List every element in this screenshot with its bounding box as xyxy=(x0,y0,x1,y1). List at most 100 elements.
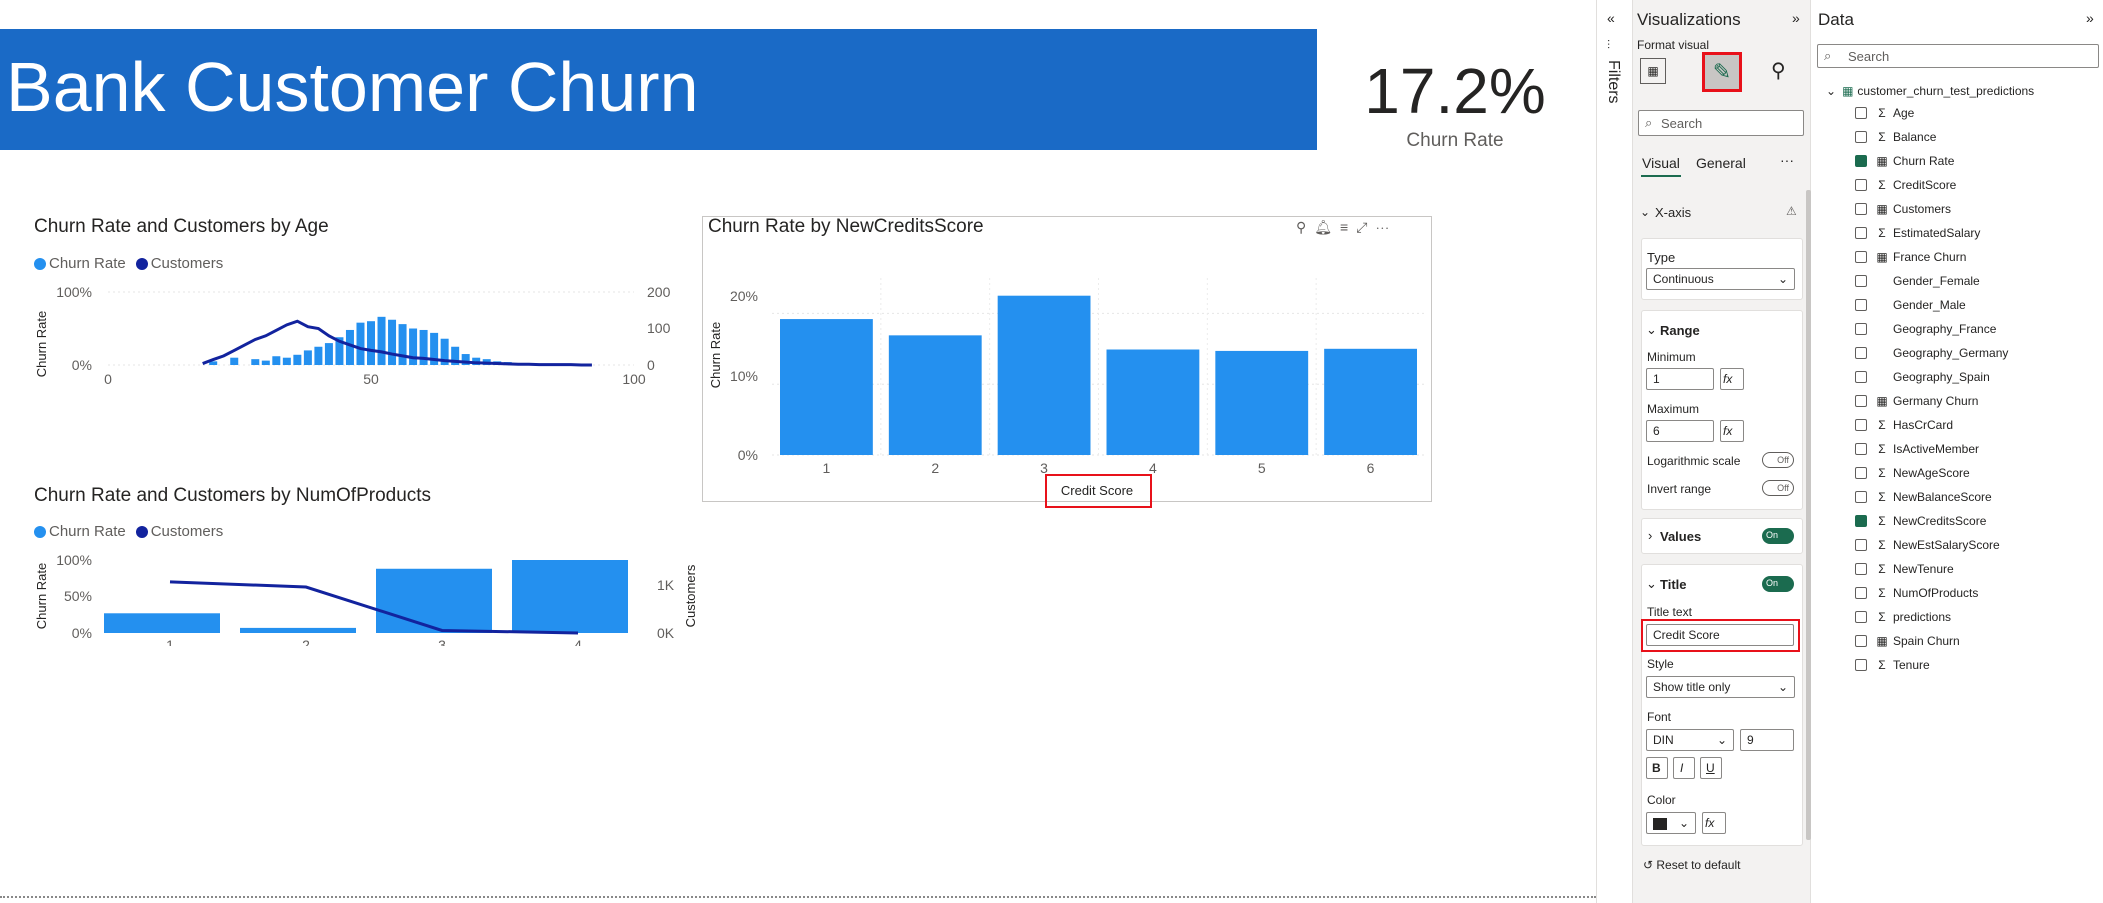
age-bar[interactable] xyxy=(282,357,291,365)
pin-icon[interactable]: ⚲ xyxy=(1296,219,1315,235)
field-checkbox[interactable] xyxy=(1855,395,1867,407)
tab-visual[interactable]: Visual xyxy=(1642,155,1680,171)
values-toggle[interactable]: On xyxy=(1762,528,1794,544)
xaxis-section-header[interactable]: X-axis xyxy=(1655,205,1692,220)
legend-churn-rate[interactable]: Churn Rate xyxy=(34,523,126,540)
field-isactivemember[interactable]: Σ IsActiveMember xyxy=(1855,442,1979,456)
title-text-input[interactable]: Credit Score xyxy=(1646,624,1794,646)
field-newbalancescore[interactable]: Σ NewBalanceScore xyxy=(1855,490,1992,504)
table-node[interactable]: ⌄ ▦ customer_churn_test_predictions xyxy=(1826,84,2034,98)
field-newagescore[interactable]: Σ NewAgeScore xyxy=(1855,466,1970,480)
field-gender-female[interactable]: Gender_Female xyxy=(1855,274,1980,288)
age-bar[interactable] xyxy=(251,359,260,365)
tab-general[interactable]: General xyxy=(1696,155,1746,171)
font-family-select[interactable]: DIN ⌄ xyxy=(1646,729,1734,751)
age-bar[interactable] xyxy=(377,316,386,365)
field-checkbox[interactable] xyxy=(1855,539,1867,551)
field-checkbox[interactable] xyxy=(1855,347,1867,359)
age-bar[interactable] xyxy=(314,346,323,365)
age-bar[interactable] xyxy=(461,354,470,365)
age-bar[interactable] xyxy=(324,343,333,365)
credit-bar[interactable] xyxy=(1324,348,1417,455)
credit-bar[interactable] xyxy=(888,335,982,455)
products-bar[interactable] xyxy=(240,627,356,633)
age-bar[interactable] xyxy=(345,329,354,365)
field-checkbox[interactable] xyxy=(1855,323,1867,335)
viz-search-input[interactable]: ⌕ Search xyxy=(1638,110,1804,136)
credit-chart-selection-frame[interactable] xyxy=(702,216,1432,502)
kpi-churn-rate-value[interactable]: 17.2% xyxy=(1364,55,1546,127)
filters-label[interactable]: Filters xyxy=(1605,60,1622,104)
field-checkbox[interactable] xyxy=(1855,419,1867,431)
range-section-header[interactable]: Range xyxy=(1660,323,1700,338)
field-checkbox[interactable] xyxy=(1855,563,1867,575)
field-checkbox[interactable] xyxy=(1855,275,1867,287)
format-visual-icon[interactable]: ✎ xyxy=(1702,52,1742,92)
credit-chart[interactable]: Churn Rate 20% 10% 0% 1 2 3 4 5 6 Credit Scor… xyxy=(680,250,1440,500)
credit-bar[interactable] xyxy=(1106,349,1200,455)
field-spain-churn[interactable]: ▦ Spain Churn xyxy=(1855,634,1960,648)
expand-right-icon[interactable]: » xyxy=(2086,10,2094,26)
chevron-down-icon[interactable]: ⌄ xyxy=(1646,576,1657,591)
field-germany-churn[interactable]: ▦ Germany Churn xyxy=(1855,394,1978,408)
field-checkbox[interactable] xyxy=(1855,635,1867,647)
age-bar[interactable] xyxy=(293,354,302,365)
expand-right-icon[interactable]: » xyxy=(1792,10,1800,26)
data-search-input[interactable]: ⌕ Search xyxy=(1817,44,2099,68)
reset-to-default-link[interactable]: ↺ Reset to default xyxy=(1643,858,1741,872)
filter-icon[interactable]: ≡ xyxy=(1340,219,1357,235)
field-geography-france[interactable]: Geography_France xyxy=(1855,322,1996,336)
legend-customers[interactable]: Customers xyxy=(135,255,223,272)
field-checkbox[interactable] xyxy=(1855,251,1867,263)
chevron-right-icon[interactable]: › xyxy=(1648,528,1653,543)
title-toggle[interactable]: On xyxy=(1762,576,1794,592)
field-checkbox[interactable] xyxy=(1855,587,1867,599)
color-picker[interactable]: ⌄ xyxy=(1646,812,1696,834)
age-bar[interactable] xyxy=(230,357,239,365)
age-bar[interactable] xyxy=(303,350,312,365)
age-customers-line[interactable] xyxy=(202,319,592,367)
field-checkbox[interactable] xyxy=(1855,371,1867,383)
field-checkbox[interactable] xyxy=(1855,131,1867,143)
field-checkbox[interactable] xyxy=(1855,227,1867,239)
products-chart[interactable]: Churn Rate Customers 100% 50% 0% 1K 0K 1… xyxy=(30,546,710,646)
type-select[interactable]: Continuous ⌄ xyxy=(1646,268,1795,290)
age-bar[interactable] xyxy=(398,324,407,365)
chevron-down-icon[interactable]: ⌄ xyxy=(1646,322,1657,337)
age-bar[interactable] xyxy=(440,338,449,365)
style-select[interactable]: Show title only ⌄ xyxy=(1646,676,1795,698)
age-bar[interactable] xyxy=(419,329,428,365)
field-tenure[interactable]: Σ Tenure xyxy=(1855,658,1930,672)
age-bar[interactable] xyxy=(272,356,281,365)
field-churn-rate[interactable]: ▦ Churn Rate xyxy=(1855,154,1954,168)
products-customers-line[interactable] xyxy=(169,580,579,635)
age-bar[interactable] xyxy=(451,346,460,365)
field-newcreditsscore[interactable]: Σ NewCreditsScore xyxy=(1855,514,1986,528)
field-checkbox[interactable] xyxy=(1855,467,1867,479)
field-checkbox[interactable] xyxy=(1855,155,1867,167)
field-numofproducts[interactable]: Σ NumOfProducts xyxy=(1855,586,1978,600)
products-bar[interactable] xyxy=(512,560,628,633)
focus-mode-icon[interactable]: ⤢ xyxy=(1356,219,1376,235)
minimum-fx-button[interactable]: fx xyxy=(1720,368,1744,390)
field-checkbox[interactable] xyxy=(1855,179,1867,191)
field-checkbox[interactable] xyxy=(1855,611,1867,623)
field-checkbox[interactable] xyxy=(1855,443,1867,455)
age-bar[interactable] xyxy=(356,322,365,365)
field-customers[interactable]: ▦ Customers xyxy=(1855,202,1951,216)
age-bar[interactable] xyxy=(409,328,418,366)
age-bar[interactable] xyxy=(261,360,270,365)
age-bar[interactable] xyxy=(335,337,344,365)
bold-button[interactable]: B xyxy=(1646,757,1668,779)
viz-pane-scrollbar[interactable] xyxy=(1806,190,1811,840)
credit-bar[interactable] xyxy=(1215,350,1309,455)
field-newtenure[interactable]: Σ NewTenure xyxy=(1855,562,1954,576)
invert-range-toggle[interactable]: Off xyxy=(1762,480,1794,496)
field-age[interactable]: Σ Age xyxy=(1855,106,1914,120)
field-checkbox[interactable] xyxy=(1855,659,1867,671)
field-checkbox[interactable] xyxy=(1855,299,1867,311)
collapse-left-icon[interactable]: « xyxy=(1607,10,1615,26)
field-checkbox[interactable] xyxy=(1855,491,1867,503)
font-size-input[interactable]: 9 xyxy=(1740,729,1794,751)
chevron-down-icon[interactable]: ⌄ xyxy=(1640,205,1651,219)
